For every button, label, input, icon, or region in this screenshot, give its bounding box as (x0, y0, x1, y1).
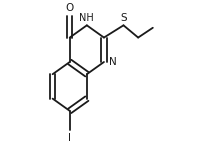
Text: N: N (108, 57, 116, 67)
Text: O: O (65, 3, 74, 13)
Text: S: S (120, 13, 126, 23)
Text: I: I (68, 133, 71, 143)
Text: NH: NH (79, 13, 94, 23)
